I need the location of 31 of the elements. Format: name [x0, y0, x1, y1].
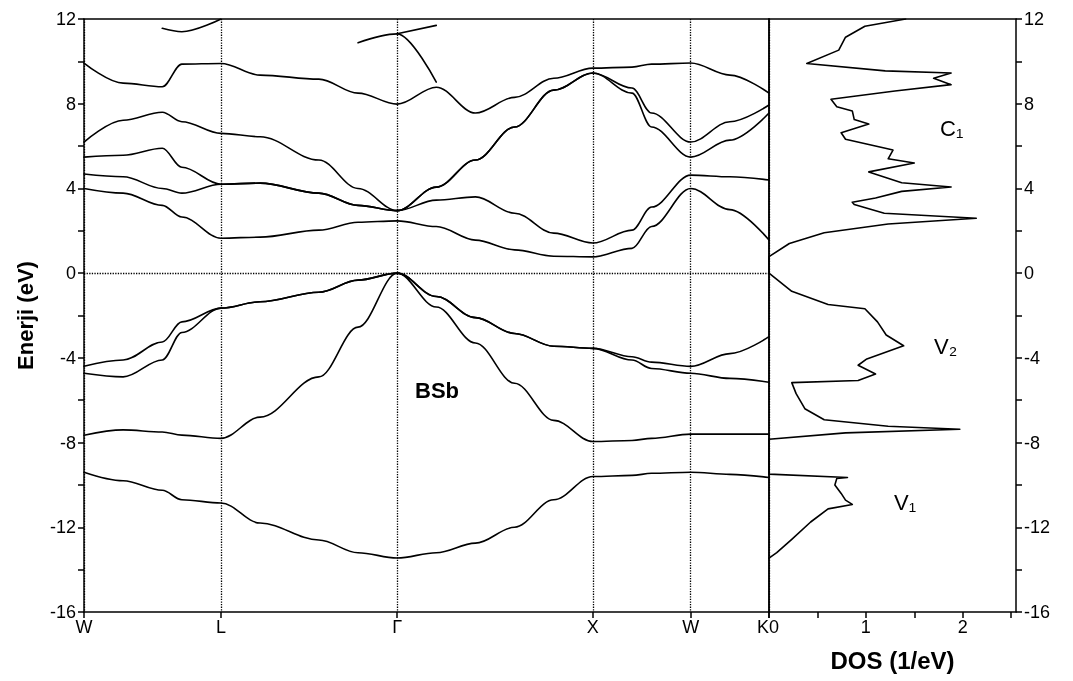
y-tick-label: 8	[1024, 93, 1035, 114]
y-tick-label: -8	[59, 432, 76, 453]
x-axis-title: DOS (1/eV)	[830, 646, 955, 674]
y-axis-title: Enerji (eV)	[12, 261, 38, 370]
y-tick-label: -16	[1024, 602, 1051, 622]
annotation: V₁	[894, 489, 917, 515]
x-tick-label: W	[75, 617, 93, 637]
y-tick-label: -12	[49, 517, 76, 538]
annotation: V₂	[934, 333, 958, 359]
x-tick-label: X	[586, 617, 599, 637]
x-tick-label: W	[682, 617, 700, 637]
y-tick-label: 0	[1024, 263, 1035, 284]
y-tick-label: -12	[1024, 517, 1051, 538]
y-tick-label: -4	[59, 347, 76, 368]
y-tick-label: 4	[65, 178, 76, 199]
y-tick-label: 12	[1024, 9, 1045, 29]
text: BSb	[415, 377, 459, 403]
y-tick-label: 4	[1024, 178, 1035, 199]
x-tick-label: K	[756, 617, 769, 637]
y-tick-label: 0	[65, 263, 76, 284]
x-tick-label: 0	[769, 617, 780, 637]
y-tick-label: -4	[1024, 347, 1041, 368]
y-tick-label: -16	[49, 602, 76, 622]
x-tick-label: Γ	[392, 617, 403, 637]
y-tick-label: -8	[1024, 432, 1041, 453]
x-tick-label: 1	[860, 617, 871, 637]
y-tick-label: 12	[55, 9, 76, 29]
annotation: C₁	[940, 115, 964, 141]
x-tick-label: 2	[957, 617, 968, 637]
y-tick-label: 8	[65, 93, 76, 114]
x-tick-label: L	[215, 617, 227, 637]
